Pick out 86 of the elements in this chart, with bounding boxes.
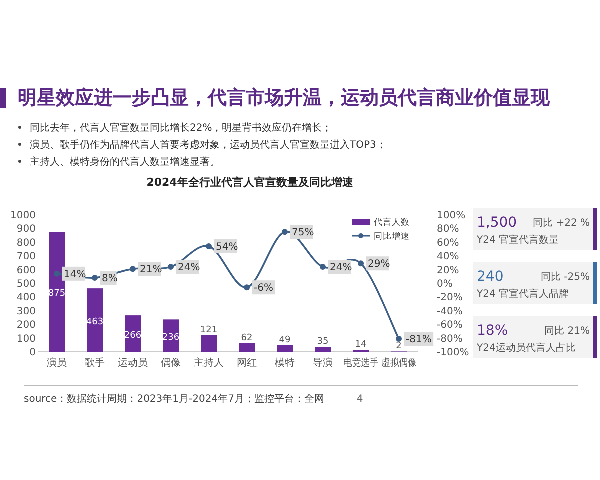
data-label: 75% bbox=[292, 228, 314, 239]
text: 同比 21% bbox=[544, 325, 590, 337]
point bbox=[168, 264, 174, 270]
text: 1,500 bbox=[477, 215, 518, 231]
source-note: source：数据统计周期：2023年1月-2024年7月；监控平台：全网 bbox=[24, 393, 324, 405]
bar bbox=[201, 335, 217, 352]
bar bbox=[277, 345, 293, 352]
data-label: 54% bbox=[216, 242, 238, 254]
y-tick-label: 700 bbox=[16, 252, 36, 263]
text: 4 bbox=[356, 394, 364, 405]
x-tick-label: 导演 bbox=[313, 357, 333, 369]
data-label: 49 bbox=[279, 335, 291, 346]
y-tick-label: 100 bbox=[16, 334, 36, 345]
y-tick-label: 600 bbox=[16, 265, 36, 276]
y2-tick-label: 80% bbox=[437, 224, 460, 236]
x-tick-label: 虚拟偶像 bbox=[382, 357, 422, 369]
data-label: 463 bbox=[86, 317, 104, 328]
y-tick-label: 900 bbox=[16, 224, 36, 236]
y-tick-label: 200 bbox=[16, 320, 36, 332]
bar bbox=[315, 347, 331, 352]
x-tick-label: 歌手 bbox=[85, 357, 105, 369]
data-label: 236 bbox=[162, 332, 180, 343]
text: 同比 -25% bbox=[540, 271, 590, 283]
text: 240 bbox=[477, 269, 504, 285]
data-label: 21% bbox=[140, 264, 162, 276]
x-tick-label: 演员 bbox=[47, 357, 67, 369]
y2-tick-label: 60% bbox=[437, 238, 460, 249]
point bbox=[396, 336, 402, 342]
data-label: 24% bbox=[178, 262, 200, 274]
y-tick-label: 300 bbox=[16, 306, 36, 318]
data-label: 14% bbox=[64, 269, 86, 280]
data-label: -81% bbox=[406, 334, 432, 346]
y2-tick-label: 100% bbox=[437, 210, 466, 222]
x-tick-label: 电竞选手 bbox=[344, 357, 384, 369]
y-tick-label: 800 bbox=[16, 238, 36, 249]
data-label: 266 bbox=[124, 330, 142, 341]
y-tick-label: 0 bbox=[30, 348, 36, 358]
y2-tick-label: -100% bbox=[437, 348, 470, 358]
chart-title: 2024年全行业代言人官宣数量及同比增速 bbox=[146, 176, 354, 189]
point bbox=[130, 266, 136, 272]
y-tick-label: 1000 bbox=[10, 210, 36, 222]
x-tick-label: 模特 bbox=[275, 357, 295, 369]
point bbox=[244, 284, 250, 291]
y2-tick-label: -40% bbox=[437, 306, 463, 318]
y2-tick-label: 40% bbox=[437, 252, 460, 263]
point bbox=[320, 264, 326, 270]
data-label: 62 bbox=[241, 334, 253, 344]
x-tick-label: 网红 bbox=[237, 357, 257, 369]
text: Y24运动员代言人占比 bbox=[476, 342, 576, 354]
y2-tick-label: -80% bbox=[437, 334, 463, 345]
data-label: 875 bbox=[48, 289, 66, 300]
text: Y24 官宣代言人品牌 bbox=[476, 288, 570, 300]
point bbox=[282, 229, 288, 236]
text: 18% bbox=[477, 323, 508, 339]
legend-label: 代言人数 bbox=[373, 217, 410, 228]
bar bbox=[49, 232, 65, 352]
data-label: 29% bbox=[368, 259, 390, 270]
point bbox=[358, 260, 364, 267]
x-tick-label: 偶像 bbox=[161, 357, 181, 369]
data-label: 121 bbox=[200, 325, 218, 336]
data-label: 24% bbox=[330, 262, 352, 274]
text: Y24 官宣代言数量 bbox=[476, 234, 560, 246]
text: 明星效应进一步凸显，代言市场升温，运动员代言商业价值显现 bbox=[18, 87, 551, 109]
data-label: 8% bbox=[102, 274, 118, 285]
y2-tick-label: -20% bbox=[437, 292, 463, 304]
text: 同比去年，代言人官宣数量同比增长22%，明星背书效应仍在增长； bbox=[30, 122, 332, 134]
x-tick-label: 运动员 bbox=[118, 357, 148, 369]
y2-tick-label: -60% bbox=[437, 320, 463, 332]
data-label: 2 bbox=[396, 342, 402, 352]
data-label: -6% bbox=[254, 283, 274, 294]
data-label: 35 bbox=[317, 337, 329, 348]
point bbox=[54, 270, 60, 277]
y2-tick-label: 20% bbox=[437, 265, 460, 276]
bar bbox=[239, 344, 255, 352]
text: 同比 +22 % bbox=[533, 217, 590, 229]
y-tick-label: 400 bbox=[16, 292, 36, 304]
legend-label: 同比增速 bbox=[374, 231, 410, 242]
point bbox=[92, 275, 98, 282]
text: 主持人、模特身份的代言人数量增速显著。 bbox=[30, 156, 220, 168]
data-label: 14 bbox=[355, 340, 367, 350]
point bbox=[206, 244, 212, 250]
x-tick-label: 主持人 bbox=[194, 357, 224, 369]
y-tick-label: 500 bbox=[16, 279, 36, 290]
text: 演员、歌手仍作为品牌代言人首要考虑对象，运动员代言人官宣数量进入TOP3； bbox=[30, 139, 386, 151]
bar bbox=[87, 288, 103, 352]
y2-tick-label: 0% bbox=[437, 279, 453, 290]
